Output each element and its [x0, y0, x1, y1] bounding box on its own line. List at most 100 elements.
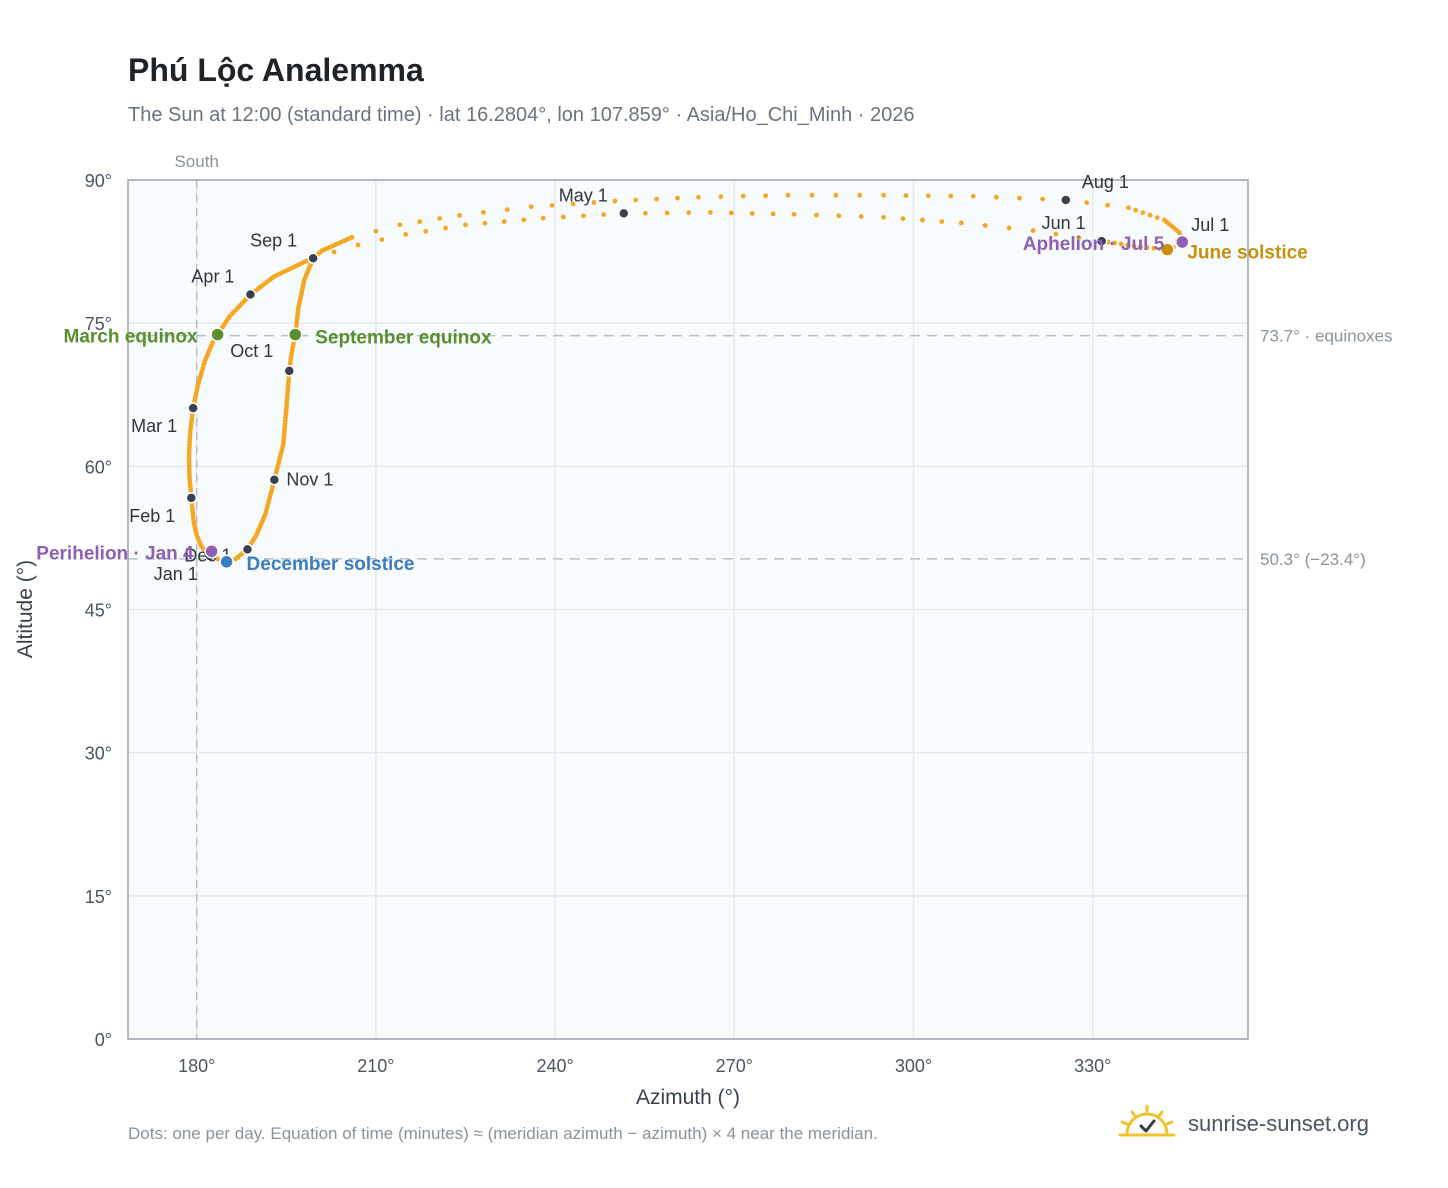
- month-marker-label: Aug 1: [1082, 172, 1129, 192]
- y-tick-label: 0°: [95, 1030, 112, 1050]
- daily-sun-dot: [1030, 228, 1036, 233]
- plot-frame: [127, 179, 1249, 1040]
- event-marker: [288, 327, 303, 342]
- daily-sun-dot: [1105, 202, 1111, 208]
- reference-line-label: 73.7° · equinoxes: [1260, 327, 1393, 346]
- daily-sun-dot: [1126, 205, 1131, 211]
- daily-sun-dot: [540, 215, 546, 221]
- daily-sun-dot: [881, 192, 887, 198]
- daily-sun-dot: [903, 193, 909, 198]
- daily-sun-dot: [740, 193, 746, 199]
- event-marker: [219, 554, 234, 570]
- daily-sun-dot: [814, 212, 819, 218]
- daily-sun-dot: [1053, 231, 1059, 237]
- y-tick-label: 60°: [85, 457, 112, 477]
- daily-sun-dot: [233, 556, 238, 562]
- month-marker: [307, 252, 319, 265]
- month-marker-label: Nov 1: [286, 470, 333, 490]
- y-tick-label: 90°: [85, 171, 112, 191]
- daily-sun-dot: [1040, 196, 1046, 202]
- daily-sun-dot: [926, 193, 931, 199]
- event-marker: [1160, 242, 1175, 257]
- month-marker: [1060, 194, 1072, 206]
- daily-sun-dot: [1140, 210, 1146, 216]
- daily-sun-dot: [355, 242, 361, 248]
- month-marker: [185, 492, 198, 504]
- axes: 180° 210° 240° 270° 300° 330° 0° 15° 30° 45° 60° 75…: [85, 171, 1112, 1076]
- daily-sun-dot: [549, 202, 555, 208]
- month-marker-label: Feb 1: [129, 506, 175, 526]
- x-tick-label: 240°: [536, 1056, 573, 1076]
- daily-sun-dot: [675, 195, 680, 201]
- daily-sun-dot: [1133, 207, 1139, 213]
- daily-sun-dot: [1076, 235, 1082, 240]
- event-marker: [204, 544, 219, 559]
- daily-sun-dot: [443, 225, 448, 231]
- month-marker-label: May 1: [559, 185, 608, 205]
- daily-sun-dot: [857, 192, 863, 198]
- month-marker: [241, 543, 254, 556]
- sun-check-icon: [1118, 1104, 1176, 1137]
- daily-sun-dot: [581, 213, 586, 219]
- daily-sun-dot: [403, 232, 409, 237]
- daily-sun-dot: [417, 219, 423, 225]
- daily-sun-dot: [1131, 243, 1137, 249]
- brand-text: sunrise-sunset.org: [1188, 1111, 1369, 1136]
- month-marker-label: Mar 1: [131, 416, 177, 436]
- x-tick-label: 300°: [895, 1056, 932, 1076]
- daily-sun-dot: [1125, 242, 1130, 248]
- daily-sun-dot: [457, 212, 462, 218]
- month-marker: [268, 473, 281, 486]
- month-marker-label: Sep 1: [250, 230, 297, 250]
- daily-sun-dot: [482, 220, 488, 226]
- daily-sun-dot: [770, 211, 776, 217]
- daily-sun-dot: [763, 193, 769, 199]
- month-marker-label: Oct 1: [230, 341, 273, 361]
- daily-sun-dot: [215, 556, 221, 562]
- daily-sun-dot: [501, 219, 507, 224]
- daily-sun-dot: [601, 212, 607, 217]
- y-tick-label: 45°: [85, 601, 112, 621]
- daily-sun-dot: [948, 193, 954, 199]
- month-marker-label: Apr 1: [191, 267, 234, 287]
- daily-sun-dot: [881, 214, 887, 220]
- daily-sun-dot: [1006, 225, 1012, 231]
- event-label: Perihelion · Jan 4: [36, 543, 194, 564]
- daily-sun-dot: [379, 237, 385, 243]
- y-tick-label: 75°: [85, 314, 112, 334]
- daily-sun-dot: [1017, 195, 1022, 201]
- daily-sun-dot: [970, 193, 976, 199]
- month-markers: Jan 1 Feb 1 Mar 1 Apr 1 May 1 Jun 1 Jul 1 Aug 1…: [129, 172, 1229, 584]
- daily-sun-dot: [791, 211, 797, 217]
- daily-sun-dot: [373, 228, 379, 234]
- daily-sun-dot: [1084, 200, 1090, 205]
- daily-sun-dot: [463, 222, 468, 228]
- daily-sun-dot: [686, 210, 692, 216]
- daily-sun-dot: [728, 210, 734, 216]
- page-title: Phú Lộc Analemma: [128, 52, 424, 88]
- daily-sun-dot: [1161, 217, 1167, 223]
- brand[interactable]: sunrise-sunset.org: [1118, 1104, 1369, 1144]
- event-label: December solstice: [247, 554, 415, 575]
- daily-sun-dot: [858, 214, 864, 219]
- daily-sun-dot: [423, 228, 429, 234]
- month-marker: [283, 365, 296, 377]
- footnote: Dots: one per day. Equation of time (min…: [128, 1124, 878, 1143]
- daily-sun-dot: [560, 214, 566, 220]
- daily-sun-dot: [1118, 241, 1124, 247]
- daily-sun-dot: [1144, 245, 1150, 250]
- daily-sun-dot: [1147, 212, 1153, 218]
- daily-sun-dot: [664, 210, 670, 216]
- event-markers: March equinox September equinox December s…: [36, 234, 1307, 575]
- daily-sun-dot: [528, 204, 534, 210]
- reference-lines: South 73.7° · equinoxes 50.3° (−23.4°): [128, 152, 1393, 1039]
- page-subtitle: The Sun at 12:00 (standard time) · lat 1…: [128, 104, 915, 126]
- month-marker-label: Jul 1: [1191, 215, 1229, 235]
- daily-sun-dot: [521, 217, 527, 223]
- daily-sun-dot: [900, 216, 906, 222]
- daily-sun-dot: [809, 192, 815, 198]
- daily-sun-dot: [654, 196, 660, 202]
- event-label: September equinox: [315, 328, 492, 349]
- daily-sun-dot: [939, 219, 945, 224]
